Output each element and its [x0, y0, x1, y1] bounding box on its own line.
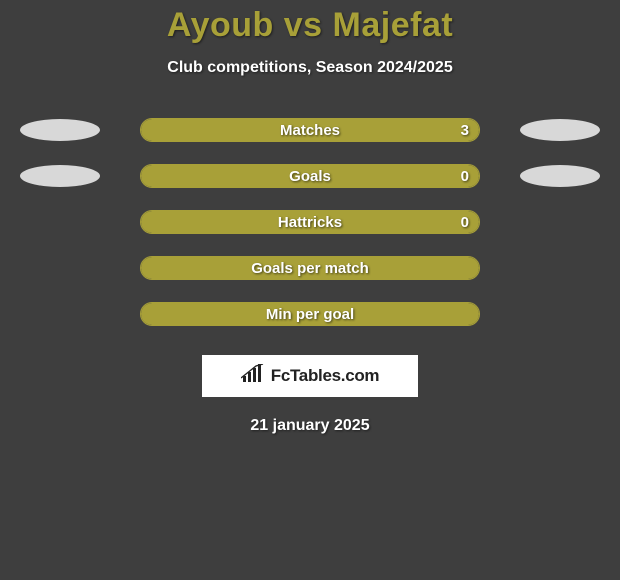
page-title: Ayoub vs Majefat [0, 6, 620, 45]
stat-row: Matches 3 [0, 107, 620, 153]
player-disc-left [20, 165, 100, 187]
stat-bar: Matches 3 [140, 118, 480, 142]
brand-logo-inner: FcTables.com [241, 364, 380, 389]
stat-value: 0 [461, 168, 469, 185]
stat-row: Min per goal [0, 291, 620, 337]
player-disc-left [20, 119, 100, 141]
subtitle: Club competitions, Season 2024/2025 [0, 59, 620, 77]
player-disc-right [520, 119, 600, 141]
stat-label: Hattricks [278, 214, 342, 231]
stat-label: Goals [289, 168, 331, 185]
stat-bar: Goals 0 [140, 164, 480, 188]
stat-label: Goals per match [251, 260, 369, 277]
stat-label: Matches [280, 122, 340, 139]
chart-icon [241, 364, 267, 389]
stat-value: 3 [461, 122, 469, 139]
stat-bar: Hattricks 0 [140, 210, 480, 234]
stat-row: Goals per match [0, 245, 620, 291]
stat-bar: Goals per match [140, 256, 480, 280]
stat-row: Hattricks 0 [0, 199, 620, 245]
stat-value: 0 [461, 214, 469, 231]
stat-row: Goals 0 [0, 153, 620, 199]
brand-logo-text: FcTables.com [271, 366, 380, 386]
stat-bar: Min per goal [140, 302, 480, 326]
infographic-container: Ayoub vs Majefat Club competitions, Seas… [0, 0, 620, 435]
date-label: 21 january 2025 [0, 417, 620, 435]
stat-rows: Matches 3 Goals 0 Hattricks 0 Goals per match M… [0, 107, 620, 337]
stat-label: Min per goal [266, 306, 354, 323]
player-disc-right [520, 165, 600, 187]
brand-logo: FcTables.com [202, 355, 418, 397]
